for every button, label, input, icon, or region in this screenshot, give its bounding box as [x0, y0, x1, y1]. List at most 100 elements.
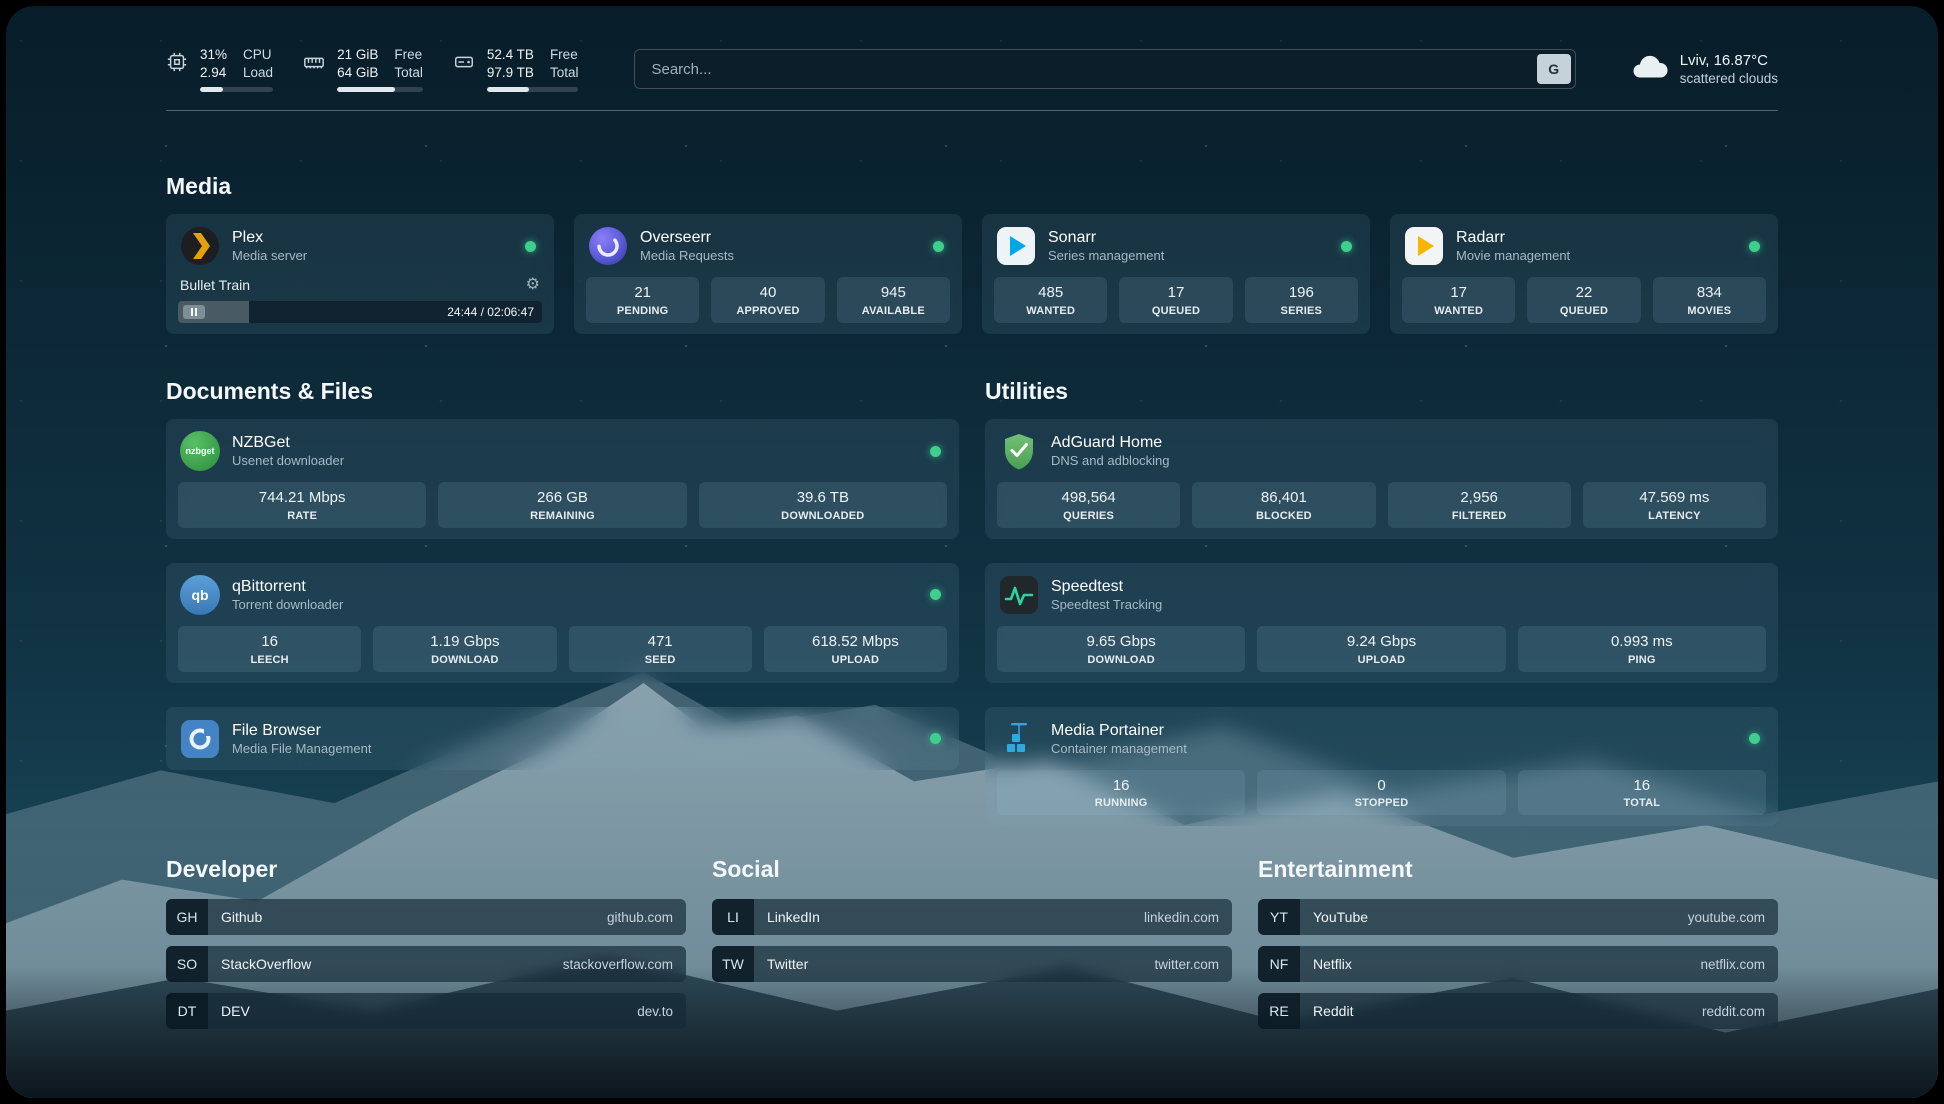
- stat-label: DOWNLOADED: [781, 509, 865, 522]
- stat-value: 21: [634, 284, 651, 302]
- settings-gear-icon[interactable]: ⚙: [525, 276, 540, 294]
- stat-value: 618.52 Mbps: [812, 632, 899, 650]
- bookmark-url: netflix.com: [1700, 956, 1765, 972]
- service-card-nzbget: nzbget NZBGet Usenet downloader 744.21 M…: [166, 419, 959, 539]
- stat-movies: 834 MOVIES: [1652, 277, 1766, 324]
- stat-leech: 16 LEECH: [178, 625, 362, 672]
- bookmark-github[interactable]: GH Github github.com: [166, 899, 686, 936]
- service-subtitle: Media File Management: [232, 740, 372, 756]
- disk-free-label: Free: [549, 47, 578, 62]
- bookmark-twitter[interactable]: TW Twitter twitter.com: [712, 946, 1232, 983]
- qbittorrent-icon: qb: [180, 574, 220, 615]
- bookmark-url: stackoverflow.com: [562, 956, 673, 972]
- nzbget-header-link[interactable]: nzbget NZBGet Usenet downloader: [178, 429, 947, 472]
- status-dot: [930, 445, 941, 457]
- service-subtitle: Usenet downloader: [232, 453, 345, 469]
- bookmark-abbr: YT: [1258, 899, 1300, 936]
- speedtest-header-link[interactable]: Speedtest Speedtest Tracking: [997, 573, 1766, 615]
- stat-label: UPLOAD: [1357, 653, 1406, 666]
- stat-available: 945 AVAILABLE: [836, 277, 950, 324]
- search-provider-button[interactable]: G: [1536, 54, 1571, 85]
- speedtest-icon: [999, 575, 1039, 615]
- stat-label: MOVIES: [1687, 305, 1732, 318]
- status-dot: [930, 589, 941, 601]
- service-name: Media Portainer: [1051, 721, 1164, 739]
- stat-label: RUNNING: [1094, 797, 1148, 810]
- bookmark-netflix[interactable]: NF Netflix netflix.com: [1258, 946, 1778, 983]
- adguard-header-link[interactable]: AdGuard Home DNS and adblocking: [997, 429, 1766, 471]
- memory-free-label: Free: [394, 47, 423, 62]
- portainer-header-link[interactable]: Media Portainer Container management: [997, 717, 1766, 759]
- stat-queued: 17 QUEUED: [1119, 277, 1233, 324]
- stat-value: 196: [1288, 284, 1314, 302]
- service-subtitle: Container management: [1051, 740, 1187, 756]
- search-input[interactable]: [634, 49, 1576, 90]
- disk-widget: 52.4 TB 97.9 TB Free Total: [453, 46, 579, 93]
- sonarr-header-link[interactable]: Sonarr Series management: [994, 224, 1358, 266]
- status-dot: [930, 733, 941, 745]
- status-dot: [933, 240, 944, 252]
- stat-label: DOWNLOAD: [431, 653, 499, 666]
- service-subtitle: Torrent downloader: [232, 596, 344, 612]
- bookmark-group-social: Social LI LinkedIn linkedin.com TW Twitt…: [712, 856, 1232, 1029]
- section-title-media: Media: [166, 173, 232, 200]
- service-stats: 17 WANTED 22 QUEUED 834 MOVIES: [1402, 266, 1766, 324]
- bookmark-dev[interactable]: DT DEV dev.to: [166, 993, 686, 1030]
- playback-bar[interactable]: 24:44 / 02:06:47: [178, 301, 542, 324]
- stat-value: 2,956: [1460, 489, 1498, 507]
- stat-label: UPLOAD: [831, 653, 880, 666]
- status-dot: [1749, 733, 1760, 745]
- bookmark-abbr: TW: [712, 946, 754, 983]
- stat-value: 47.569 ms: [1639, 489, 1710, 507]
- cpu-load-value: 2.94: [200, 65, 227, 81]
- nzbget-icon-label: nzbget: [185, 446, 215, 457]
- sonarr-icon: [996, 226, 1036, 266]
- stat-label: QUEUED: [1151, 305, 1201, 318]
- plex-header-link[interactable]: Plex Media server: [178, 224, 542, 266]
- stat-latency: 47.569 ms LATENCY: [1582, 482, 1766, 528]
- stat-value: 9.65 Gbps: [1086, 632, 1156, 650]
- service-card-overseerr: Overseerr Media Requests 21 PENDING 40 A…: [574, 214, 962, 335]
- service-name: Plex: [232, 229, 264, 247]
- bookmark-linkedin[interactable]: LI LinkedIn linkedin.com: [712, 899, 1232, 936]
- service-card-qbittorrent: qb qBittorrent Torrent downloader 16: [166, 562, 959, 683]
- stat-filtered: 2,956 FILTERED: [1387, 482, 1571, 528]
- weather-widget: Lviv, 16.87°C scattered clouds: [1632, 51, 1778, 88]
- bookmark-url: github.com: [606, 909, 673, 925]
- bookmark-stackoverflow[interactable]: SO StackOverflow stackoverflow.com: [166, 946, 686, 983]
- service-subtitle: Media server: [232, 248, 308, 264]
- bookmark-abbr: SO: [166, 946, 208, 983]
- stat-value: 485: [1038, 284, 1064, 302]
- bookmark-reddit[interactable]: RE Reddit reddit.com: [1258, 993, 1778, 1030]
- adguard-icon: [999, 431, 1039, 471]
- stat-value: 86,401: [1260, 489, 1307, 507]
- stat-label: STOPPED: [1354, 797, 1409, 810]
- stat-label: AVAILABLE: [861, 305, 925, 318]
- memory-total-label: Total: [394, 65, 423, 81]
- bookmark-youtube[interactable]: YT YouTube youtube.com: [1258, 899, 1778, 936]
- filebrowser-header-link[interactable]: File Browser Media File Management: [178, 717, 947, 759]
- qbittorrent-header-link[interactable]: qb qBittorrent Torrent downloader: [178, 573, 947, 615]
- pause-button[interactable]: [183, 305, 205, 320]
- memory-usage-fill: [337, 87, 395, 93]
- stat-value: 22: [1575, 284, 1593, 302]
- dashboard-screen: 31% 2.94 CPU Load: [6, 6, 1938, 1098]
- stat-wanted: 485 WANTED: [994, 277, 1108, 324]
- section-title-social: Social: [712, 856, 780, 883]
- bookmark-url: twitter.com: [1154, 956, 1219, 972]
- playback-time: 24:44 / 02:06:47: [447, 305, 534, 320]
- disk-free-value: 52.4 TB: [486, 47, 534, 62]
- overseerr-header-link[interactable]: Overseerr Media Requests: [586, 224, 950, 266]
- stat-queued: 22 QUEUED: [1527, 277, 1641, 324]
- stat-label: SEED: [644, 653, 676, 666]
- stat-value: 39.6 TB: [796, 489, 849, 507]
- bookmark-group-developer: Developer GH Github github.com SO StackO…: [166, 856, 686, 1030]
- stat-label: FILTERED: [1451, 509, 1507, 522]
- service-stats: 16 LEECH 1.19 Gbps DOWNLOAD 471 SEED: [178, 615, 947, 672]
- cloud-icon: [1632, 53, 1668, 85]
- service-stats: 485 WANTED 17 QUEUED 196 SERIES: [994, 266, 1358, 324]
- bookmark-name: Github: [221, 909, 263, 926]
- stat-stopped: 0 STOPPED: [1257, 769, 1506, 816]
- stat-remaining: 266 GB REMAINING: [438, 482, 687, 528]
- radarr-header-link[interactable]: Radarr Movie management: [1402, 224, 1766, 266]
